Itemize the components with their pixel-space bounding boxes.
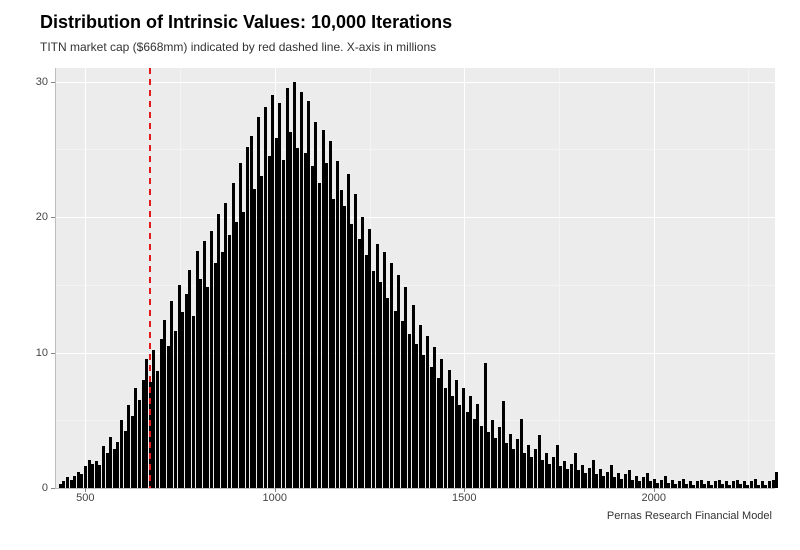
x-tick-label: 2000 [641,492,665,504]
plot-panel [55,68,775,488]
grid-major-h [55,82,775,83]
y-axis-line [55,68,56,488]
histogram-bar [775,472,778,488]
y-tick-mark [51,353,55,354]
reference-vline [149,68,151,488]
x-tick-label: 500 [76,492,94,504]
grid-major-v [85,68,86,488]
grid-major-v [654,68,655,488]
chart-credit: Pernas Research Financial Model [607,510,772,522]
grid-minor-h [55,149,775,150]
x-axis-line [55,488,775,489]
chart-container: Distribution of Intrinsic Values: 10,000… [0,0,800,550]
grid-major-h [55,217,775,218]
chart-subtitle: TITN market cap ($668mm) indicated by re… [40,40,436,54]
grid-minor-v [748,68,749,488]
y-tick-mark [51,82,55,83]
y-tick-label: 30 [36,76,48,88]
x-tick-label: 1500 [452,492,476,504]
grid-minor-h [55,285,775,286]
x-tick-mark [654,488,655,492]
y-tick-label: 0 [42,482,48,494]
x-tick-mark [85,488,86,492]
y-tick-mark [51,217,55,218]
x-tick-label: 1000 [263,492,287,504]
chart-title: Distribution of Intrinsic Values: 10,000… [40,12,452,33]
x-tick-mark [464,488,465,492]
x-tick-mark [275,488,276,492]
grid-minor-v [559,68,560,488]
y-tick-label: 20 [36,211,48,223]
y-tick-mark [51,488,55,489]
y-tick-label: 10 [36,347,48,359]
